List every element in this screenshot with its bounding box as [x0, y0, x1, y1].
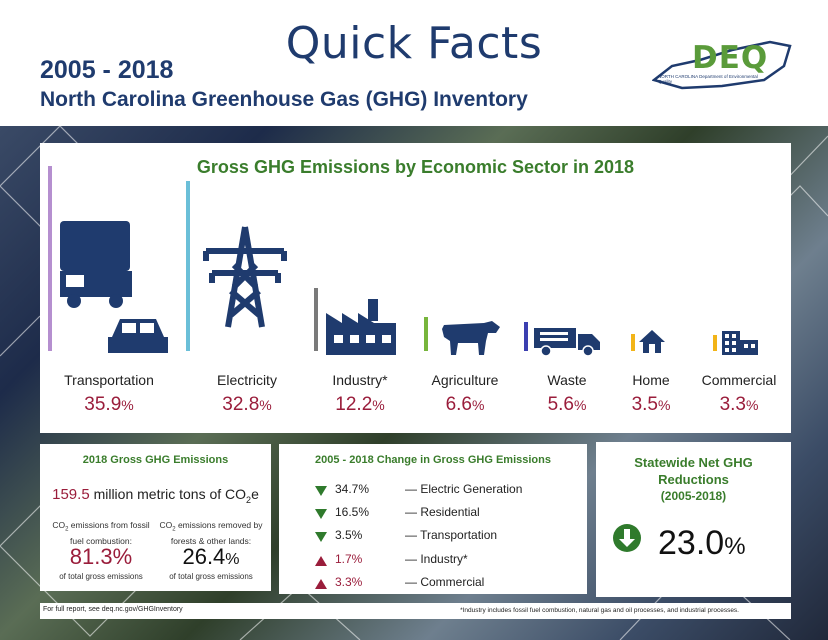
garbage-truck-icon [534, 328, 600, 356]
sector-value-agriculture: 6.6% [445, 394, 485, 415]
emissions-change-title: 2005 - 2018 Change in Gross GHG Emission… [315, 454, 551, 466]
year-range: 2005 - 2018 [40, 56, 174, 84]
bar-commercial [713, 335, 717, 351]
emissions-change-card: 2005 - 2018 Change in Gross GHG Emission… [279, 444, 587, 594]
sector-label-home: Home [632, 372, 670, 388]
industry-footnote: *Industry includes fossil fuel combustio… [460, 607, 739, 614]
page-title: Quick Facts [285, 18, 543, 69]
header: Quick Facts 2005 - 2018 North Carolina G… [0, 0, 828, 126]
sector-label-commercial: Commercial [701, 372, 777, 388]
change-label: — Residential [405, 505, 480, 519]
net-reductions-card: Statewide Net GHG Reductions (2005-2018)… [596, 442, 791, 597]
change-pct: 1.7% [335, 552, 363, 566]
fossil-fuel-value: 81.3% [69, 544, 133, 569]
change-pct: 3.5% [335, 528, 363, 542]
fossil-fuel-label: CO2 emissions from fossil fuel combustio… [52, 520, 150, 546]
sector-value-transportation: 35.9% [84, 394, 134, 415]
change-pct: 3.3% [335, 575, 363, 589]
sector-label-electricity: Electricity [217, 372, 277, 388]
footer: For full report, see deq.nc.gov/GHGInven… [40, 603, 791, 619]
factory-icon [326, 299, 396, 355]
up-triangle-icon [315, 556, 327, 566]
down-triangle-icon [315, 486, 327, 496]
sector-value-waste: 5.6% [547, 394, 587, 415]
change-label: — Commercial [405, 575, 485, 589]
sector-value-home: 3.5% [631, 394, 671, 415]
change-label: — Transportation [405, 528, 498, 542]
forest-removal-sub: of total gross emissions [169, 572, 253, 581]
sector-label-industry: Industry* [332, 372, 388, 388]
change-label: — Electric Generation [405, 482, 523, 496]
bar-home [631, 334, 635, 351]
change-pct: 34.7% [335, 482, 370, 496]
report-link[interactable]: For full report, see deq.nc.gov/GHGInven… [43, 606, 183, 613]
bar-agriculture [424, 317, 428, 351]
truck-car-icon [60, 221, 168, 353]
sector-value-electricity: 32.8% [222, 394, 272, 415]
building-icon [722, 331, 758, 355]
forest-removal-value: 26.4% [182, 544, 240, 569]
bar-transportation [48, 166, 52, 351]
gross-emissions-card: 2018 Gross GHG Emissions 159.5 million m… [40, 444, 271, 591]
logo-subtext: NORTH CAROLINA Department of Environment… [658, 74, 758, 84]
logo-text: DEQ [692, 40, 769, 76]
net-reductions-title: Statewide Net GHG Reductions (2005-2018) [634, 455, 753, 503]
sector-value-industry: 12.2% [335, 394, 385, 415]
gross-emissions-title: 2018 Gross GHG Emissions [82, 454, 229, 466]
sector-label-waste: Waste [547, 372, 587, 388]
down-triangle-icon [315, 532, 327, 542]
power-tower-icon [203, 226, 287, 328]
forest-removal-label: CO2 emissions removed by forests & other… [159, 520, 263, 546]
up-triangle-icon [315, 579, 327, 589]
house-icon [639, 330, 665, 353]
sector-emissions-card: Gross GHG Emissions by Economic Sector i… [40, 143, 791, 433]
bar-waste [524, 322, 528, 351]
net-reductions-value: 23.0% [658, 524, 746, 562]
page-subtitle: North Carolina Greenhouse Gas (GHG) Inve… [40, 88, 528, 111]
bar-electricity [186, 181, 190, 351]
down-arrow-circle-icon [613, 524, 641, 552]
cow-icon [442, 321, 500, 355]
sector-label-transportation: Transportation [64, 372, 154, 388]
deq-logo: DEQ NORTH CAROLINA Department of Environ… [651, 36, 794, 96]
change-pct: 16.5% [335, 505, 370, 519]
nc-state-outline-icon [651, 40, 792, 90]
sector-chart-title: Gross GHG Emissions by Economic Sector i… [196, 157, 635, 177]
bar-industry [314, 288, 318, 351]
gross-emissions-total: 159.5 million metric tons of CO2e [52, 486, 259, 505]
sector-value-commercial: 3.3% [719, 394, 759, 415]
change-label: — Industry* [405, 552, 468, 566]
sector-label-agriculture: Agriculture [431, 372, 499, 388]
down-triangle-icon [315, 509, 327, 519]
fossil-fuel-sub: of total gross emissions [59, 572, 143, 581]
